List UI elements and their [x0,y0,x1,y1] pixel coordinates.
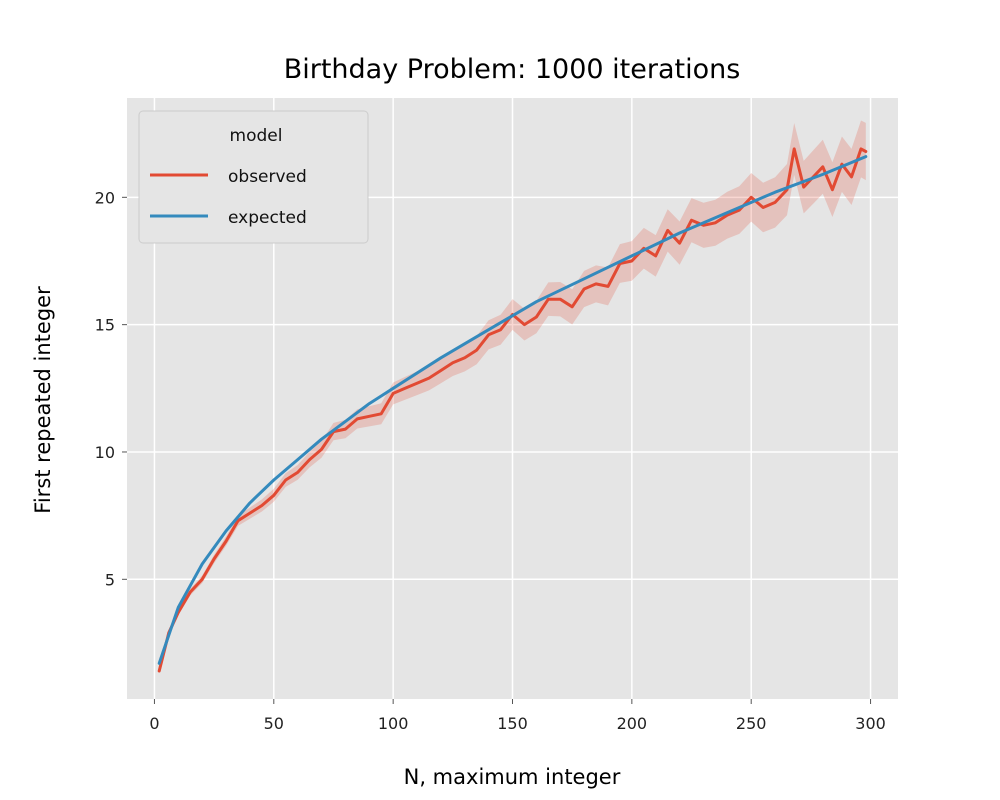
x-tick-label: 0 [149,714,159,733]
x-axis-label: N, maximum integer [404,765,621,789]
y-tick-label: 15 [95,316,115,335]
series-line-observed [157,147,868,673]
y-axis-label: First repeated integer [31,286,55,514]
x-tick-label: 100 [378,714,409,733]
x-tick-label: 200 [617,714,648,733]
series-line-expected [157,155,868,665]
x-tick-label: 300 [855,714,886,733]
y-tick-label: 5 [105,570,115,589]
chart-title: Birthday Problem: 1000 iterations [284,54,741,85]
x-tick-label: 250 [736,714,767,733]
y-tick-label: 20 [95,188,115,207]
legend-label-observed: observed [228,167,307,187]
legend-title: model [230,126,283,146]
legend-label-expected: expected [228,208,307,228]
legend: model observed expected [138,110,369,244]
series-band-observed [159,120,866,674]
x-tick-label: 150 [497,714,528,733]
legend-frame [138,110,369,244]
y-tick-label: 10 [95,443,115,462]
series-lines [157,147,868,673]
axis-ticks: 0 50 100 150 200 250 300 5 10 15 20 [95,188,886,733]
x-tick-label: 50 [264,714,284,733]
confidence-band-layer [159,120,866,674]
